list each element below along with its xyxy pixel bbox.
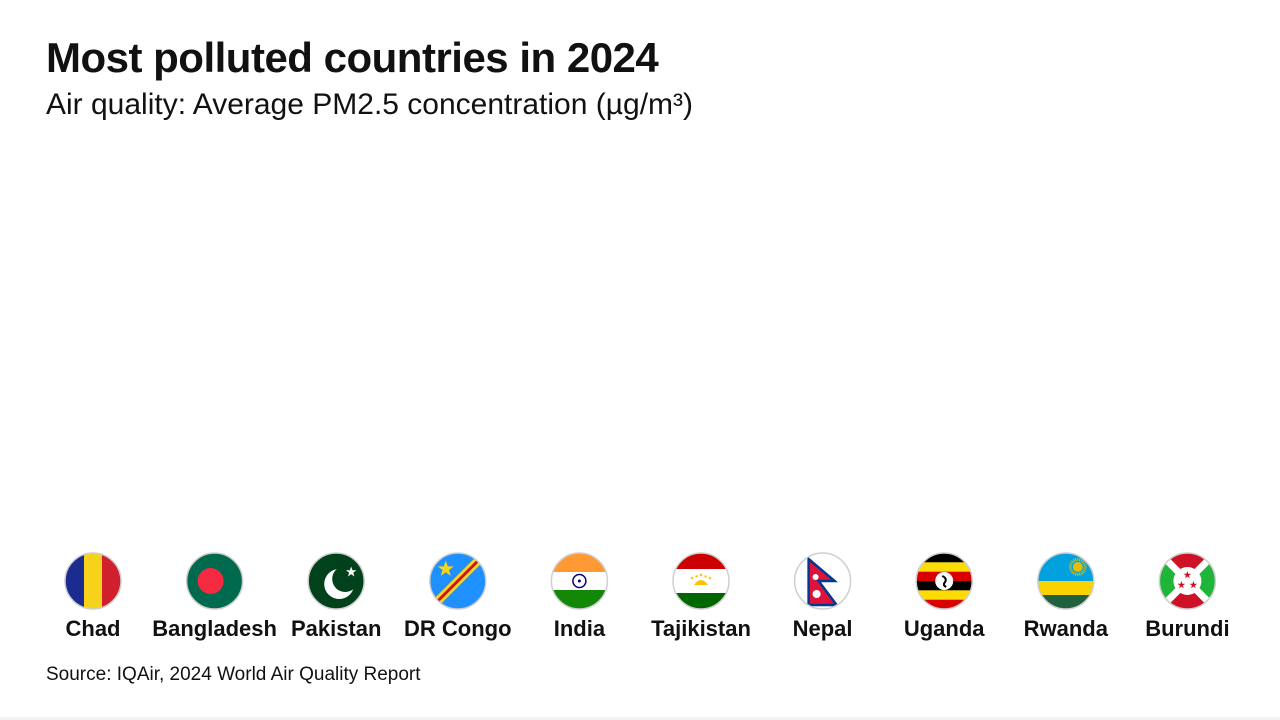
country-label: Chad [66, 616, 121, 641]
country-label: Burundi [1145, 616, 1229, 641]
flags-layer [64, 552, 1217, 610]
chart-title: Most polluted countries in 2024 [46, 34, 659, 81]
country-label: Rwanda [1024, 616, 1109, 641]
dr-congo-flag-icon [429, 552, 487, 610]
uganda-flag-icon [915, 552, 973, 610]
nepal-flag-icon [793, 552, 852, 610]
country-label: Uganda [904, 616, 985, 641]
country-label: Pakistan [291, 616, 382, 641]
rwanda-flag-icon [1037, 552, 1095, 610]
pakistan-flag-icon [307, 552, 365, 610]
tajikistan-flag-icon [672, 552, 730, 610]
country-label: Tajikistan [651, 616, 751, 641]
chart-subtitle: Air quality: Average PM2.5 concentration… [46, 88, 694, 121]
country-label: DR Congo [404, 616, 512, 641]
india-flag-icon [550, 552, 609, 610]
country-label: Nepal [793, 616, 853, 641]
burundi-flag-icon [1158, 552, 1217, 610]
bottom-divider [0, 717, 1280, 720]
chad-flag-icon [64, 552, 122, 610]
source-note: Source: IQAir, 2024 World Air Quality Re… [46, 664, 421, 685]
country-label: Bangladesh [152, 616, 277, 641]
country-label: India [554, 616, 606, 641]
labels-layer: Chad Bangladesh Pakistan DR Congo India Tajik… [66, 616, 1230, 641]
bangladesh-flag-icon [185, 552, 244, 610]
